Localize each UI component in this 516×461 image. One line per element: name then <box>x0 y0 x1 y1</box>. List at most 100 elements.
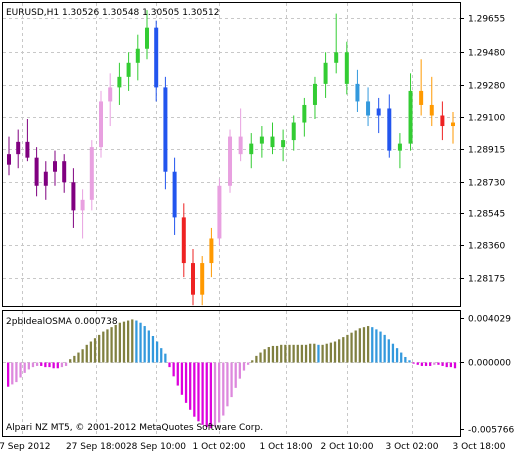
osma-bar <box>234 362 237 388</box>
osma-bar <box>366 326 370 363</box>
osma-bar <box>309 343 312 363</box>
osma-bar <box>391 343 395 363</box>
candle-body <box>344 52 349 84</box>
price-tick-label: 1.29100 <box>468 114 505 124</box>
candle-body <box>366 101 371 116</box>
osma-bar <box>400 352 403 363</box>
candle-body <box>270 136 275 148</box>
osma-bar <box>73 355 76 363</box>
osma-bar <box>408 360 411 363</box>
osma-bar <box>184 362 188 403</box>
price-tick-label: 1.28360 <box>468 242 505 252</box>
osma-bar <box>296 344 299 363</box>
time-tick-label: 2 Oct 10:00 <box>321 442 374 452</box>
candle-body <box>429 104 434 116</box>
candle-body <box>117 76 122 88</box>
osma-bar <box>168 362 171 368</box>
time-tick-label: 1 Oct 18:00 <box>260 442 313 452</box>
osma-bar <box>135 320 138 363</box>
candle-body <box>53 161 57 172</box>
osma-bar <box>151 335 155 363</box>
indicator-tick-label: 0.004029 <box>468 315 511 325</box>
time-tick-label: 27 Sep 2012 <box>0 442 51 452</box>
candle-body <box>71 182 76 211</box>
time-tick-label: 27 Sep 18:00 <box>66 442 126 452</box>
osma-bar <box>317 344 320 363</box>
candle-body <box>191 263 195 295</box>
osma-bar <box>205 362 208 428</box>
candle-body <box>323 62 328 84</box>
osma-bar <box>81 349 84 363</box>
osma-bar <box>325 343 328 363</box>
osma-bar <box>358 328 361 363</box>
osma-bar <box>242 362 246 371</box>
osma-bar <box>118 322 121 363</box>
price-tick-label: 1.28175 <box>468 275 505 285</box>
osma-bar <box>110 327 113 363</box>
osma-histogram <box>7 319 457 429</box>
osma-bar <box>31 362 35 368</box>
osma-bar <box>267 347 270 363</box>
candle-body <box>291 122 296 141</box>
osma-bar <box>222 362 225 416</box>
candle-body <box>43 171 48 186</box>
osma-bar <box>85 344 88 363</box>
symbol-info: EURUSD,H1 1.30526 1.30548 1.30505 1.3051… <box>6 8 219 18</box>
price-tick-label: 1.29480 <box>468 49 505 59</box>
copyright-note: Alpari NZ MT5, © 2001-2012 MetaQuotes So… <box>6 423 263 433</box>
osma-bar <box>284 344 287 363</box>
osma-bar <box>429 362 432 366</box>
osma-bar <box>155 341 159 363</box>
osma-bar <box>346 334 349 363</box>
osma-bar <box>147 330 150 363</box>
osma-bar <box>209 362 213 429</box>
candle-body <box>25 141 30 158</box>
candle-body <box>355 83 360 102</box>
candle-body <box>126 62 131 77</box>
osma-bar <box>304 344 308 363</box>
osma-bar <box>226 362 229 407</box>
price-panel-frame <box>2 2 461 307</box>
candle-body <box>99 101 103 148</box>
osma-bar <box>201 362 204 425</box>
osma-bar <box>52 362 55 369</box>
candle-body <box>228 136 233 186</box>
candle-body <box>440 115 445 127</box>
osma-bar <box>354 330 357 363</box>
candle-body <box>451 122 455 127</box>
time-tick-label: 28 Sep 10:00 <box>126 442 186 452</box>
osma-bar <box>445 362 448 368</box>
osma-bar <box>176 362 179 386</box>
indicator-label: 2pbIdealOSMA 0.000738 <box>6 317 118 327</box>
candle-body <box>249 143 254 155</box>
osma-bar <box>342 337 345 363</box>
osma-bar <box>449 362 453 368</box>
osma-bar <box>433 362 436 365</box>
osma-bar <box>313 343 316 363</box>
osma-bar <box>164 353 167 363</box>
candle-body <box>209 238 214 264</box>
candle-body <box>7 154 11 165</box>
osma-bar <box>93 338 97 363</box>
osma-bar <box>7 362 10 387</box>
osma-bar <box>420 362 424 366</box>
candle-body <box>200 263 205 295</box>
osma-bar <box>362 327 366 363</box>
osma-bar <box>23 362 26 373</box>
candle-body <box>419 90 424 105</box>
time-tick-label: 1 Oct 02:00 <box>193 442 246 452</box>
osma-bar <box>60 362 64 368</box>
candle-body <box>181 217 186 264</box>
osma-bar <box>255 355 258 363</box>
candle-body <box>408 90 413 144</box>
candle-body <box>135 48 140 63</box>
osma-bar <box>441 362 444 366</box>
price-tick-label: 1.29655 <box>468 15 505 25</box>
osma-bar <box>126 320 130 363</box>
osma-bar <box>453 362 457 369</box>
candle-body <box>397 143 402 151</box>
osma-bar <box>263 349 266 363</box>
price-axis: 1.29655 1.29480 1.29280 1.29100 1.28915 1.287… <box>460 15 505 285</box>
osma-bar <box>271 345 275 363</box>
